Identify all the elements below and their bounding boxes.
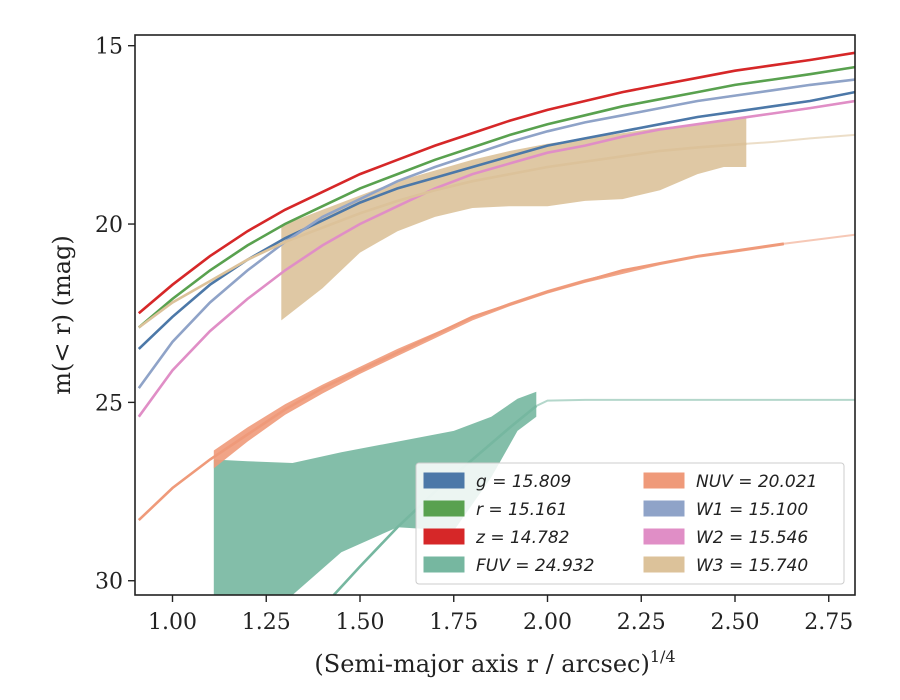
legend-label-w1: W1 = 15.100 — [696, 500, 808, 520]
x-axis-label-superscript: 1/4 — [650, 647, 676, 666]
band-fuv — [213, 391, 537, 595]
x-tick-label: 1.00 — [148, 610, 197, 635]
legend-swatch-w3 — [643, 556, 685, 573]
legend-label-z: z = 14.782 — [475, 528, 569, 548]
legend-swatch-w2 — [643, 528, 685, 545]
legend-label-r: r = 15.161 — [476, 500, 568, 520]
x-tick-label: 2.00 — [523, 610, 572, 635]
legend-swatch-g — [423, 472, 465, 489]
series-line-w2-extrapolated — [137, 100, 855, 418]
x-axis: 1.00 1.25 1.50 1.75 2.00 2.25 2.50 2.75 — [148, 595, 853, 635]
legend-swatch-w1 — [643, 500, 685, 517]
y-tick-label: 30 — [95, 570, 123, 595]
series-line-z — [137, 51, 855, 315]
legend-swatch-r — [423, 500, 465, 517]
legend: g = 15.809 r = 15.161 z = 14.782 FUV = 24.9… — [415, 462, 845, 585]
series-line-w1 — [137, 78, 855, 389]
legend-label-fuv: FUV = 24.932 — [476, 556, 594, 576]
y-tick-label: 15 — [95, 35, 123, 60]
x-tick-label: 1.75 — [429, 610, 478, 635]
y-tick-label: 25 — [95, 391, 123, 416]
legend-label-w3: W3 = 15.740 — [696, 556, 808, 576]
series-line-nuv — [137, 242, 784, 522]
series-line-r — [137, 65, 855, 329]
y-tick-label: 20 — [95, 213, 123, 238]
legend-swatch-z — [423, 528, 465, 545]
legend-frame — [415, 462, 845, 585]
x-tick-label: 2.50 — [711, 610, 760, 635]
x-tick-label: 2.25 — [617, 610, 666, 635]
x-tick-label: 1.25 — [242, 610, 291, 635]
legend-label-nuv: NUV = 20.021 — [696, 472, 817, 492]
band-layer — [213, 117, 784, 595]
legend-swatch-fuv — [423, 556, 465, 573]
series-layer — [137, 51, 855, 595]
y-axis: 15 20 25 30 — [95, 35, 135, 595]
plot-frame — [134, 34, 856, 596]
legend-label-g: g = 15.809 — [476, 472, 571, 492]
x-axis-label: (Semi-major axis r / arcsec)1/4 — [314, 647, 675, 678]
x-axis-label-main: (Semi-major axis r / arcsec) — [314, 650, 649, 678]
x-tick-label: 1.50 — [336, 610, 385, 635]
legend-swatch-nuv — [643, 472, 685, 489]
x-tick-label: 2.75 — [804, 610, 853, 635]
band-w3 — [281, 117, 747, 321]
y-axis-label: m(< r) (mag) — [48, 235, 76, 394]
series-line-w2 — [137, 99, 855, 418]
legend-label-w2: W2 = 15.546 — [696, 528, 808, 548]
series-line-w3 — [138, 142, 747, 329]
